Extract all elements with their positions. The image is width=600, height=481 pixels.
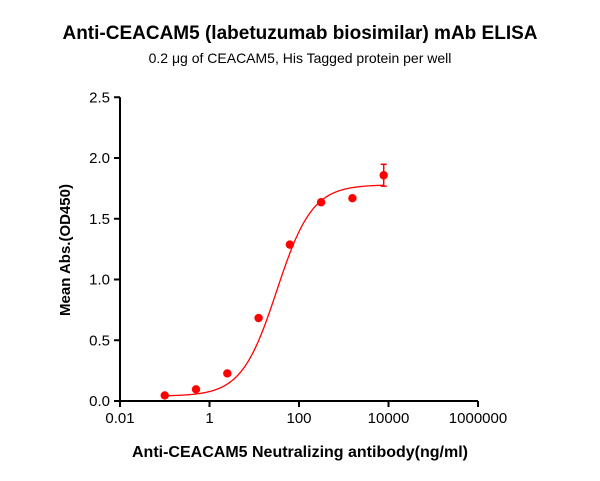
y-tick-label: 0.0 xyxy=(89,393,110,410)
data-point xyxy=(160,391,169,400)
y-tick-label: 2.5 xyxy=(89,89,110,106)
data-point xyxy=(379,171,388,180)
data-point xyxy=(348,194,357,203)
x-tick-label: 1000000 xyxy=(449,410,507,427)
data-point xyxy=(191,385,201,394)
y-tick-label: 1.0 xyxy=(89,272,110,289)
data-point xyxy=(316,198,326,207)
chart-title: Anti-CEACAM5 (labetuzumab biosimilar) mA… xyxy=(62,23,537,44)
x-tick-label: 10000 xyxy=(368,410,410,427)
x-axis-label: Anti-CEACAM5 Neutralizing antibody(ng/ml… xyxy=(132,444,468,461)
y-axis-label: Mean Abs.(OD450) xyxy=(57,184,74,316)
x-tick-label: 0.01 xyxy=(105,410,134,427)
x-tick-label: 100 xyxy=(286,410,311,427)
data-point xyxy=(285,240,295,249)
data-point xyxy=(223,369,232,378)
data-point xyxy=(254,313,263,323)
fit-curve xyxy=(164,184,384,397)
chart-subtitle: 0.2 μg of CEACAM5, His Tagged protein pe… xyxy=(149,50,452,66)
y-tick-label: 1.5 xyxy=(89,211,110,228)
y-tick-label: 2.0 xyxy=(89,150,110,167)
x-tick-label: 1 xyxy=(205,410,213,427)
y-tick-label: 0.5 xyxy=(89,332,110,349)
